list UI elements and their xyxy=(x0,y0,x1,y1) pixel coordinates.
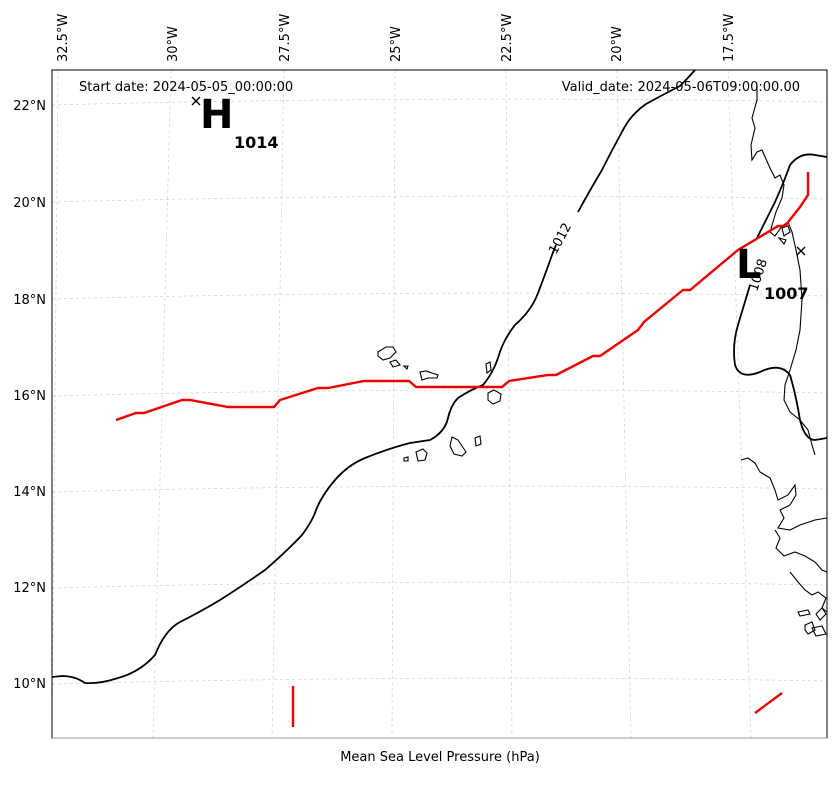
start-date-label: Start date: 2024-05-05_00:00:00 xyxy=(79,80,293,95)
grid-lat-20 xyxy=(51,195,829,203)
island-santiago xyxy=(449,436,467,457)
valid-date-label: Valid_date: 2024-05-06T09:00:00.00 xyxy=(562,80,800,95)
grid-lon-25 xyxy=(391,69,396,739)
high-center-value: 1014 xyxy=(234,133,279,152)
island-santa-luzia xyxy=(402,365,409,371)
island-sao-vicente xyxy=(389,359,401,368)
isobar-1012-east-segment xyxy=(577,69,696,213)
island-santo-antao xyxy=(377,346,397,361)
island-cape-blanc-2 xyxy=(777,236,787,245)
coastline xyxy=(740,86,828,637)
cape-verde-islands xyxy=(377,346,502,462)
isobar-1008-upper xyxy=(755,153,828,241)
storm-track-main xyxy=(115,172,810,422)
low-center-letter: L xyxy=(736,242,762,288)
lat-tick-label: 20°N xyxy=(13,196,46,211)
map-xlabel: Mean Sea Level Pressure (hPa) xyxy=(340,750,540,765)
island-bijagos-3 xyxy=(815,607,827,621)
low-center-marker xyxy=(796,246,806,256)
grid-lon-32-5 xyxy=(51,69,59,739)
grid-lat-18 xyxy=(51,292,829,300)
lon-tick-label: 25°W xyxy=(389,26,404,62)
island-sal xyxy=(485,361,492,375)
grid-lon-20 xyxy=(616,69,632,739)
isobar-1012-west-segment xyxy=(51,244,557,685)
grid-lat-14 xyxy=(51,485,829,493)
africa-coast-southwest xyxy=(789,571,828,613)
island-brava xyxy=(403,456,409,462)
isobars xyxy=(51,69,828,685)
lat-tick-label: 22°N xyxy=(13,99,46,114)
grid-lon-22-5 xyxy=(505,69,513,739)
island-fogo xyxy=(415,448,428,462)
africa-coast-guinea xyxy=(774,529,828,573)
lon-tick-label: 27.5°W xyxy=(278,14,293,62)
lat-tick-label: 14°N xyxy=(13,485,46,500)
graticule xyxy=(51,69,829,739)
island-bijagos-2 xyxy=(804,621,816,635)
africa-coast-senegal xyxy=(740,457,828,531)
lon-tick-label: 17.5°W xyxy=(722,14,737,62)
grid-lon-17-5 xyxy=(727,69,752,739)
low-center-value: 1007 xyxy=(764,284,809,303)
island-bijagos-4 xyxy=(811,625,827,637)
lon-tick-label: 30°W xyxy=(166,26,181,62)
grid-lat-10 xyxy=(51,677,829,685)
island-maio xyxy=(474,435,482,447)
grid-lat-12 xyxy=(51,581,829,589)
lat-tick-label: 10°N xyxy=(13,677,46,692)
high-center-letter: H xyxy=(200,92,233,138)
lon-tick-label: 22.5°W xyxy=(500,14,515,62)
storm-track-segment-south-2 xyxy=(754,692,783,714)
grid-lat-16 xyxy=(51,389,829,397)
lat-tick-label: 18°N xyxy=(13,293,46,308)
island-bijagos-1 xyxy=(797,609,811,617)
lon-tick-label: 20°W xyxy=(610,26,625,62)
isobar-label-1012: 1012 xyxy=(546,221,575,257)
storm-track xyxy=(115,172,810,727)
isobar-1008-lower xyxy=(733,284,828,441)
latitude-tick-labels: 22°N 20°N 18°N 16°N 14°N 12°N 10°N xyxy=(13,99,46,692)
island-boa-vista xyxy=(487,389,502,405)
longitude-tick-labels: 32.5°W 30°W 27.5°W 25°W 22.5°W 20°W 17.5… xyxy=(56,14,737,62)
africa-coast-north xyxy=(750,86,816,456)
grid-lat-22 xyxy=(51,98,829,106)
pressure-centers: H 1014 L 1007 xyxy=(191,92,809,303)
island-cape-blanc-1 xyxy=(781,225,791,237)
lat-tick-label: 12°N xyxy=(13,581,46,596)
lat-tick-label: 16°N xyxy=(13,389,46,404)
lon-tick-label: 32.5°W xyxy=(56,14,71,62)
high-center-marker xyxy=(191,96,201,106)
island-sao-nicolau xyxy=(419,370,439,381)
